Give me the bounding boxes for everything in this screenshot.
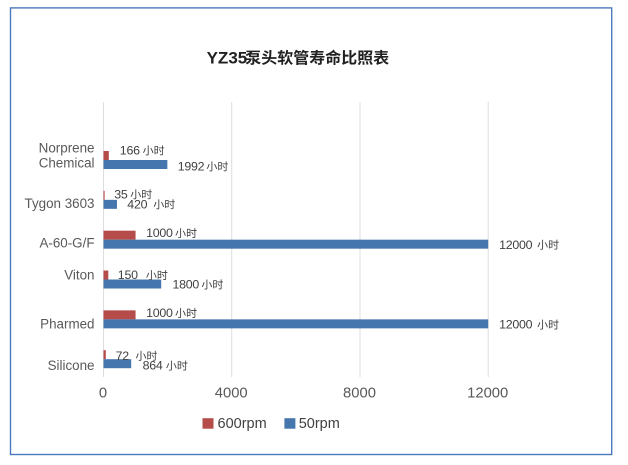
svg-text:600rpm: 600rpm (218, 416, 267, 432)
svg-text:50rpm: 50rpm (299, 416, 340, 432)
svg-text:35: 35 (114, 187, 128, 201)
svg-text:Viton: Viton (64, 268, 94, 283)
svg-text:Tygon 3603: Tygon 3603 (25, 196, 95, 211)
svg-text:YZ35: YZ35 (207, 49, 248, 68)
svg-text:Silicone: Silicone (48, 358, 95, 373)
svg-text:Pharmed: Pharmed (40, 316, 94, 331)
svg-text:12000: 12000 (467, 386, 508, 402)
svg-text:Norprene: Norprene (39, 140, 95, 155)
svg-text:Chemical: Chemical (39, 155, 95, 170)
svg-text:4000: 4000 (215, 386, 248, 402)
svg-text:72: 72 (116, 349, 130, 363)
svg-text:1000: 1000 (146, 306, 173, 320)
svg-text:420: 420 (127, 197, 147, 211)
svg-text:12000: 12000 (499, 238, 533, 252)
svg-text:12000: 12000 (499, 318, 533, 332)
svg-text:166: 166 (120, 144, 140, 158)
svg-text:150: 150 (118, 268, 138, 282)
svg-text:1800: 1800 (173, 278, 200, 292)
svg-text:1000: 1000 (146, 226, 173, 240)
svg-text:1992: 1992 (178, 160, 205, 174)
svg-text:8000: 8000 (343, 386, 376, 402)
svg-text:A-60-G/F: A-60-G/F (39, 236, 94, 251)
svg-text:864: 864 (143, 359, 163, 373)
svg-text:0: 0 (99, 386, 107, 402)
